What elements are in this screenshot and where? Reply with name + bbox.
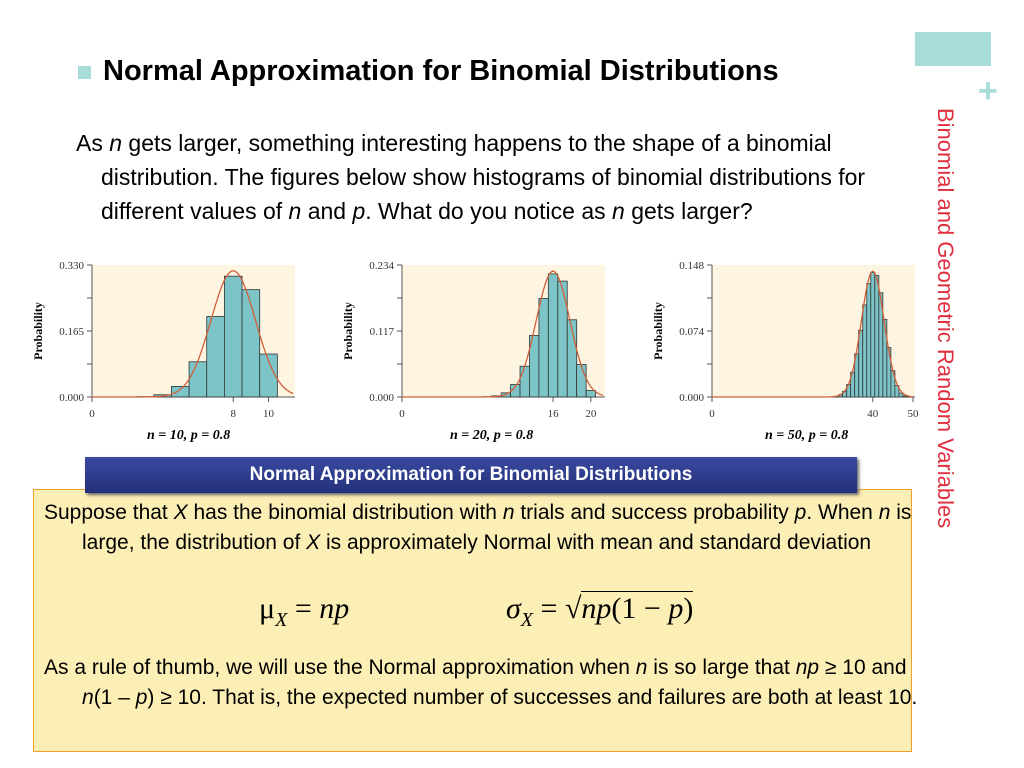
normal-curve	[712, 270, 914, 398]
y-tick-label: 0.330	[59, 260, 84, 272]
y-tick-label: 0.074	[679, 326, 704, 338]
x-tick-label: 8	[230, 408, 236, 420]
histogram-n10: 0.330 0.165 0.000 0 8 10 Probability	[31, 260, 295, 420]
histogram-bar	[241, 289, 261, 398]
histogram-n50: 0.148 0.074 0.000 0 40 50 Probability	[651, 260, 919, 420]
histogram-bar	[188, 361, 208, 398]
x-tick-label: 0	[89, 408, 95, 420]
histogram-bar	[557, 280, 568, 398]
y-tick-label: 0.117	[370, 326, 395, 338]
caption-n10: n = 10, p = 0.8	[147, 428, 231, 443]
rule-of-thumb-text: As a rule of thumb, we will use the Norm…	[44, 656, 918, 709]
y-tick-label: 0.000	[679, 392, 704, 404]
intro-text: As n gets larger, something interesting …	[76, 130, 866, 224]
histogram-bar	[206, 316, 225, 398]
sd-formula: σX = √np(1 − p)	[506, 591, 694, 631]
x-tick-label: 0	[399, 408, 405, 420]
x-tick-label: 10	[263, 408, 275, 420]
box-header: Normal Approximation for Binomial Distri…	[85, 457, 857, 493]
plus-icon: +	[978, 72, 998, 110]
definition-text: Suppose that X has the binomial distribu…	[44, 501, 912, 554]
histogram-bar	[894, 385, 900, 398]
y-tick-label: 0.234	[369, 260, 394, 272]
decorative-rectangle	[915, 32, 991, 66]
caption-n20: n = 20, p = 0.8	[450, 428, 534, 443]
histogram-bar	[576, 364, 587, 398]
bullet-icon	[78, 66, 91, 79]
y-tick-label: 0.000	[59, 392, 84, 404]
normal-curve	[402, 270, 604, 398]
y-axis-label: Probability	[31, 302, 45, 360]
mean-formula: μX = np	[259, 592, 350, 631]
x-tick-label: 16	[548, 408, 560, 420]
histogram-bar	[866, 283, 872, 398]
histogram-bar	[538, 298, 549, 398]
y-axis-label: Probability	[341, 302, 355, 360]
histogram-bar	[259, 353, 278, 398]
histogram-bar	[566, 319, 578, 398]
caption-n50: n = 50, p = 0.8	[765, 428, 849, 443]
x-tick-label: 0	[709, 408, 715, 420]
histogram-bar	[547, 273, 559, 398]
histogram-n20: 0.234 0.117 0.000 0 16 20 Probability	[341, 260, 605, 420]
x-tick-label: 50	[907, 408, 919, 420]
y-axis-label: Probability	[651, 302, 665, 360]
slide-title: Normal Approximation for Binomial Distri…	[103, 55, 779, 87]
histogram-bar	[862, 304, 868, 398]
y-tick-label: 0.165	[59, 326, 84, 338]
y-tick-label: 0.000	[369, 392, 394, 404]
x-tick-label: 20	[585, 408, 597, 420]
side-title: Binomial and Geometric Random Variables	[933, 108, 958, 529]
histogram-bar	[874, 274, 880, 398]
histogram-bar	[519, 365, 530, 398]
histogram-bar	[223, 275, 243, 398]
x-tick-label: 40	[867, 408, 879, 420]
histogram-bar	[585, 390, 596, 398]
histogram-bar	[870, 271, 876, 398]
definition-box: Suppose that X has the binomial distribu…	[33, 489, 917, 752]
normal-curve	[92, 270, 294, 398]
histogram-bar	[898, 392, 904, 398]
histogram-bar	[171, 386, 190, 398]
histogram-bar	[858, 329, 864, 398]
histogram-bar	[902, 395, 908, 398]
y-tick-label: 0.148	[679, 260, 704, 272]
